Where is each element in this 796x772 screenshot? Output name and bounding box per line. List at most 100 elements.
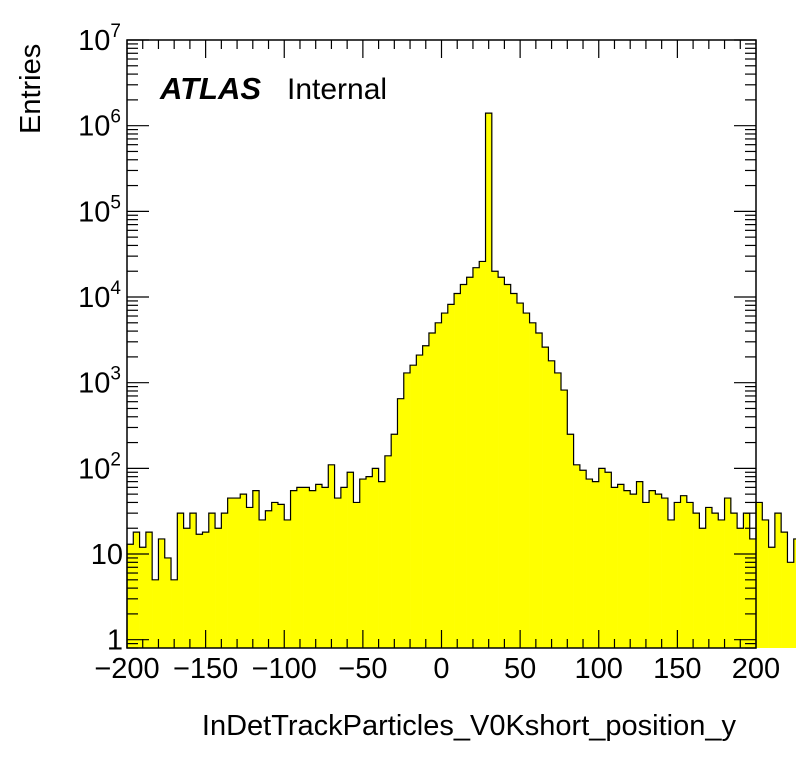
x-tick-label: 50 xyxy=(504,653,536,685)
atlas-label: ATLAS xyxy=(159,71,261,106)
histogram-bar xyxy=(410,365,417,648)
histogram-bar xyxy=(793,538,796,648)
y-tick-label: 104 xyxy=(78,278,121,314)
y-tick-label: 105 xyxy=(78,192,121,228)
histogram-bar xyxy=(422,345,430,648)
histogram-bar xyxy=(397,398,405,648)
histogram-bar xyxy=(259,519,266,648)
histogram-bar xyxy=(227,498,235,648)
histogram-bar xyxy=(189,513,197,648)
histogram-bar xyxy=(611,487,618,648)
histogram-bar xyxy=(441,313,449,648)
histogram-bar xyxy=(523,313,530,648)
histogram-bar xyxy=(667,519,675,648)
histogram-bar xyxy=(315,484,323,648)
histogram-bar xyxy=(347,472,354,648)
histogram-bar xyxy=(240,494,247,648)
histogram-bar xyxy=(680,495,688,648)
histogram-bar xyxy=(504,284,511,648)
histogram-bar xyxy=(479,261,486,648)
histogram-bar xyxy=(334,498,342,648)
x-axis-title: InDetTrackParticles_V0Kshort_position_y xyxy=(202,710,737,742)
histogram-outline xyxy=(126,112,796,648)
histogram-bar xyxy=(774,513,782,648)
x-tick-label: −100 xyxy=(252,653,317,685)
histogram-bar xyxy=(592,481,600,648)
histogram-bars xyxy=(126,112,796,648)
y-tick-label: 10 xyxy=(91,539,123,571)
histogram-bar xyxy=(215,528,222,648)
histogram-bar xyxy=(340,487,348,648)
x-tick-label: 200 xyxy=(732,653,780,685)
histogram-bar xyxy=(529,322,537,648)
histogram-bar xyxy=(403,372,411,648)
histogram-bar xyxy=(328,464,335,648)
status-label: Internal xyxy=(287,73,387,106)
histogram-bar xyxy=(428,333,436,648)
histogram-bar xyxy=(246,507,254,648)
histogram-bar xyxy=(145,532,153,648)
histogram-bar xyxy=(309,490,316,648)
histogram-bar xyxy=(321,487,329,648)
histogram-bar xyxy=(460,284,467,648)
histogram-bar xyxy=(233,498,241,648)
histogram-bar xyxy=(661,498,669,648)
histogram-bar xyxy=(133,532,140,648)
histogram-bar xyxy=(435,322,442,648)
histogram-bar xyxy=(284,519,291,648)
histogram-bar xyxy=(579,470,587,648)
x-tick-label: 100 xyxy=(575,653,623,685)
histogram-bar xyxy=(265,510,272,648)
y-tick-label: 107 xyxy=(78,21,121,57)
histogram-bar xyxy=(561,390,568,648)
histogram-bar xyxy=(630,494,637,648)
histogram-bar xyxy=(548,360,556,648)
x-axis-ticks: −200 −150 −100 −50 0 50 100 150 200 xyxy=(94,40,780,685)
histogram-bar xyxy=(221,513,228,648)
y-tick-label: 103 xyxy=(78,364,121,400)
histogram-bar xyxy=(252,490,260,648)
histogram-bar xyxy=(756,502,763,648)
histogram-bar xyxy=(542,347,549,648)
histogram-bar xyxy=(636,481,644,648)
histogram-bar xyxy=(139,547,147,648)
histogram-bar xyxy=(466,277,474,648)
histogram-bar xyxy=(296,487,304,648)
histogram-bar xyxy=(705,507,713,648)
x-tick-label: 0 xyxy=(433,653,449,685)
histogram-bar xyxy=(366,476,373,648)
histogram-bar xyxy=(171,579,178,648)
histogram-bar xyxy=(586,479,593,648)
x-tick-label: −150 xyxy=(173,653,238,685)
histogram-bar xyxy=(623,490,631,648)
histogram-bar xyxy=(768,547,776,648)
histogram-bar xyxy=(391,434,398,648)
histogram-bar xyxy=(447,304,455,648)
histogram-bar xyxy=(554,372,562,648)
histogram-bar xyxy=(567,434,574,648)
histogram-bar xyxy=(510,293,518,648)
y-tick-label: 1 xyxy=(107,625,123,657)
histogram-bar xyxy=(378,481,386,648)
histogram-bar xyxy=(353,502,361,648)
histogram-bar xyxy=(359,479,367,648)
histogram-bar xyxy=(535,333,543,648)
histogram-bar xyxy=(152,579,159,648)
histogram-bar xyxy=(196,534,203,648)
histogram-bar xyxy=(724,498,732,648)
histogram-bar xyxy=(516,303,524,648)
x-tick-label: 150 xyxy=(653,653,701,685)
histogram-bar xyxy=(781,532,788,648)
histogram-bar xyxy=(372,468,379,648)
histogram-bar xyxy=(485,113,493,648)
histogram-bar xyxy=(686,502,694,648)
histogram-bar xyxy=(743,513,751,648)
histogram-bar xyxy=(177,513,184,648)
y-axis-ticks: 1 10 102 103 104 105 106 107 xyxy=(78,21,756,657)
x-tick-label: −50 xyxy=(338,653,387,685)
histogram-bar xyxy=(208,513,216,648)
x-tick-label: −200 xyxy=(94,653,159,685)
histogram-bar xyxy=(127,544,134,648)
histogram-bar xyxy=(498,277,505,648)
